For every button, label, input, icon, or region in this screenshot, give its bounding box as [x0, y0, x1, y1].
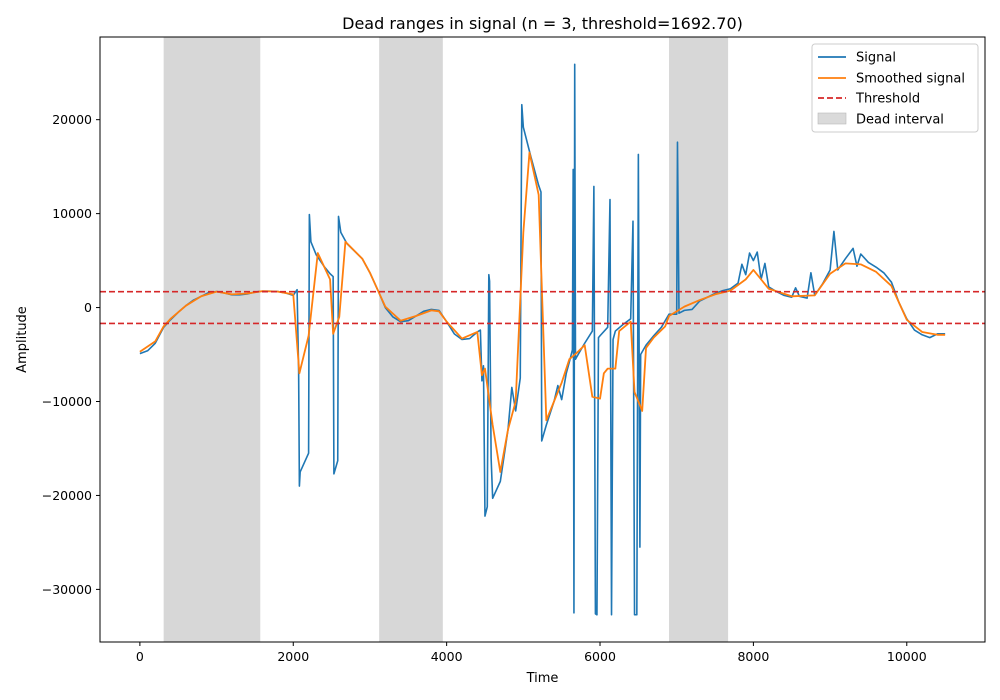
x-tick-label: 8000 [737, 649, 769, 664]
dead-interval-band-2 [379, 37, 443, 642]
legend-dead-label: Dead interval [856, 113, 944, 128]
x-tick-label: 6000 [584, 649, 616, 664]
smoothed-signal-line [139, 151, 946, 473]
dead-interval-band-1 [163, 37, 261, 642]
x-axis-ticks: 0 2000 4000 6000 8000 10000 [136, 642, 927, 664]
y-tick-label: −20000 [42, 488, 92, 503]
y-tick-label: −10000 [42, 394, 92, 409]
x-axis-label: Time [526, 671, 559, 686]
legend-box [811, 43, 979, 133]
chart-title: Dead ranges in signal (n = 3, threshold=… [342, 14, 743, 33]
legend-smoothed-label: Smoothed signal [856, 72, 965, 87]
x-tick-label: 0 [136, 649, 144, 664]
y-axis-label: Amplitude [15, 306, 30, 373]
y-tick-label: −30000 [42, 582, 92, 597]
threshold-lines [100, 290, 985, 325]
dead-intervals [163, 37, 729, 642]
dead-interval-band-3 [669, 37, 729, 642]
y-axis-ticks: −30000 −20000 −10000 0 10000 20000 [42, 112, 100, 597]
plot-frame [99, 36, 986, 643]
y-tick-label: 0 [84, 300, 92, 315]
x-tick-label: 10000 [887, 649, 927, 664]
x-tick-label: 2000 [277, 649, 309, 664]
y-tick-label: 10000 [52, 206, 92, 221]
legend: Signal Smoothed signal Threshold Dead in… [811, 43, 979, 133]
x-tick-label: 4000 [431, 649, 463, 664]
legend-signal-label: Signal [856, 51, 896, 66]
legend-dead-swatch [817, 112, 847, 125]
y-tick-label: 20000 [52, 112, 92, 127]
legend-threshold-label: Threshold [855, 92, 920, 107]
